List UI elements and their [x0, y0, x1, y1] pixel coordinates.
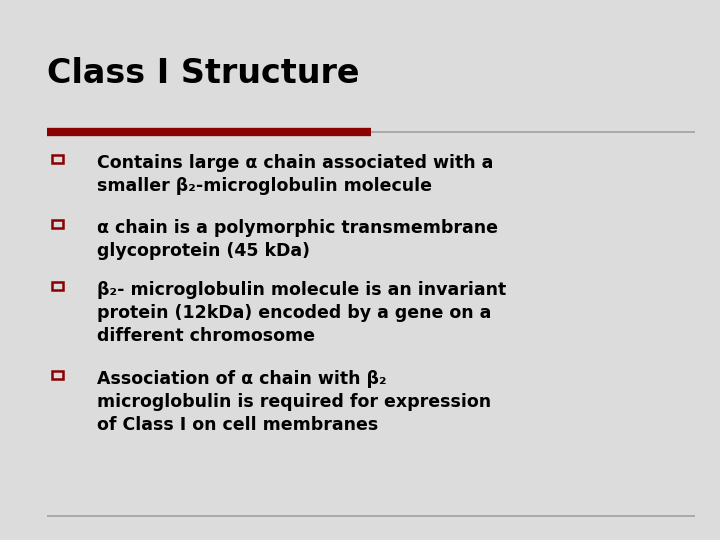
- Text: Contains large α chain associated with a
smaller β₂-microglobulin molecule: Contains large α chain associated with a…: [97, 154, 494, 195]
- Text: Class I Structure: Class I Structure: [47, 57, 359, 90]
- Text: α chain is a polymorphic transmembrane
glycoprotein (45 kDa): α chain is a polymorphic transmembrane g…: [97, 219, 498, 260]
- Text: Association of α chain with β₂
microglobulin is required for expression
of Class: Association of α chain with β₂ microglob…: [97, 370, 491, 434]
- Text: β₂- microglobulin molecule is an invariant
protein (12kDa) encoded by a gene on : β₂- microglobulin molecule is an invaria…: [97, 281, 506, 345]
